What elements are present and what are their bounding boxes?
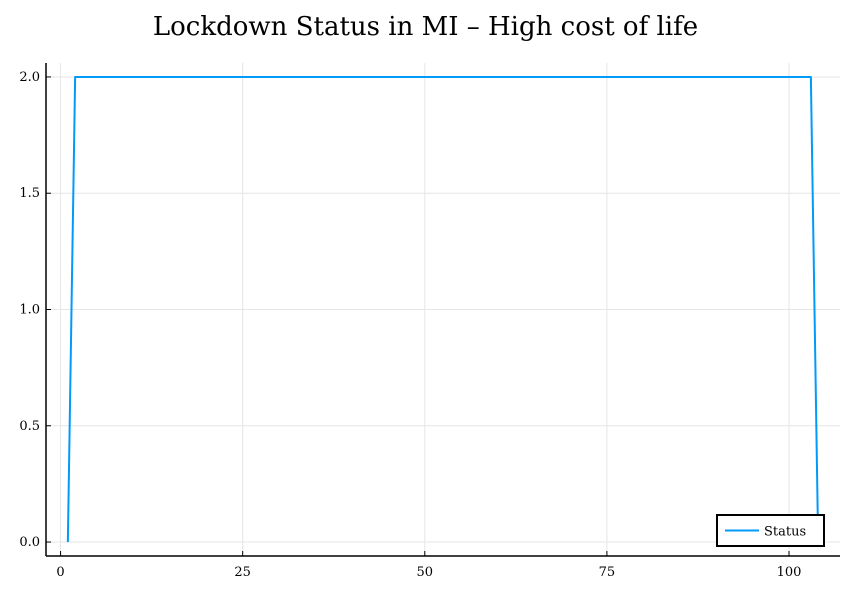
legend-label: Status: [764, 525, 806, 540]
x-tick-label: 75: [599, 565, 616, 580]
x-tick-label: 50: [417, 565, 434, 580]
series-line-status: [66, 75, 820, 543]
y-tick-label: 0.0: [19, 535, 40, 550]
x-tick-label: 0: [56, 565, 64, 580]
chart-title: Lockdown Status in MI – High cost of lif…: [152, 12, 699, 42]
x-tick-label: 25: [234, 565, 251, 580]
y-tick-label: 1.0: [19, 303, 40, 318]
y-tick-label: 2.0: [19, 70, 40, 85]
x-tick-label: 100: [777, 565, 802, 580]
y-tick-label: 0.5: [19, 419, 40, 434]
y-tick-label: 1.5: [19, 186, 40, 201]
